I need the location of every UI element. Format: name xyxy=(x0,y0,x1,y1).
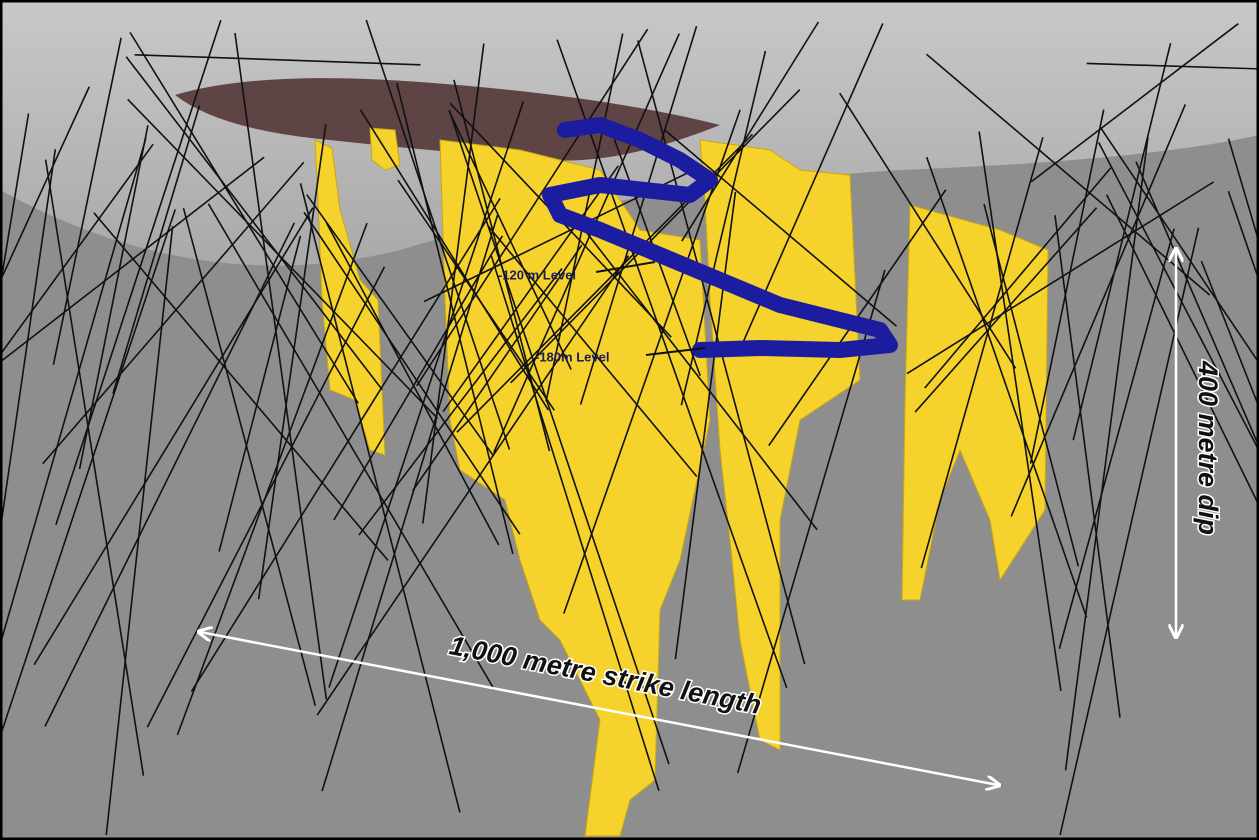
drill-hole xyxy=(303,211,521,535)
drill-hole xyxy=(0,86,90,284)
leader-line xyxy=(595,261,656,273)
drill-hole xyxy=(570,211,818,531)
drill-hole xyxy=(44,159,145,776)
drill-hole xyxy=(0,113,30,293)
drill-hole xyxy=(0,137,147,648)
drill-hole xyxy=(78,125,149,470)
drill-hole xyxy=(234,32,328,700)
leader-line xyxy=(645,347,706,356)
drill-hole xyxy=(1010,104,1187,517)
strike-arrow xyxy=(200,632,998,785)
drill-hole xyxy=(105,226,174,836)
drill-hole xyxy=(1227,191,1259,283)
drill-hole xyxy=(207,203,496,691)
drill-hole xyxy=(1054,215,1121,718)
level-label: -180m Level xyxy=(535,349,609,364)
drill-hole xyxy=(358,267,563,536)
drill-hole xyxy=(422,43,485,524)
drill-hole xyxy=(129,31,359,404)
drill-hole xyxy=(556,39,788,689)
drill-hole xyxy=(257,124,327,600)
dip-label: 400 metre dip xyxy=(1193,360,1223,535)
drill-hole xyxy=(365,19,511,450)
drill-hole xyxy=(325,222,500,546)
drill-hole xyxy=(182,208,317,707)
ore-body xyxy=(314,139,386,456)
drill-hole xyxy=(93,212,389,561)
drill-hole xyxy=(510,89,801,384)
drill-hole xyxy=(1064,136,1149,771)
ramp xyxy=(542,117,898,358)
drill-hole xyxy=(839,92,1017,369)
drill-hole xyxy=(579,26,698,405)
drill-hole xyxy=(925,53,1211,296)
drill-hole xyxy=(359,109,550,411)
drill-hole xyxy=(681,21,820,242)
drill-hole xyxy=(306,194,495,457)
drill-hole xyxy=(112,105,201,394)
drill-hole xyxy=(1072,43,1172,441)
drill-hole xyxy=(333,235,504,521)
drill-hole xyxy=(33,207,314,666)
drill-hole xyxy=(983,203,1080,567)
drill-hole xyxy=(328,100,525,688)
drill-hole xyxy=(920,136,1044,569)
drill-holes xyxy=(0,19,1259,836)
drill-hole xyxy=(134,53,421,66)
drill-hole xyxy=(55,19,222,526)
drill-hole xyxy=(1100,127,1259,365)
drill-hole xyxy=(492,33,680,453)
drill-hole xyxy=(924,167,1112,389)
drill-hole xyxy=(0,156,265,364)
pit xyxy=(175,78,720,161)
drill-hole xyxy=(52,37,122,365)
drill-hole xyxy=(1086,62,1259,70)
level-label: -120 m Level xyxy=(498,267,576,282)
drill-hole xyxy=(0,209,176,740)
drill-hole xyxy=(125,56,383,391)
drill-hole xyxy=(146,266,386,728)
drill-hole xyxy=(906,181,1215,375)
drill-hole xyxy=(396,82,514,555)
drill-hole xyxy=(442,165,619,413)
drill-hole xyxy=(663,128,897,327)
drill-hole xyxy=(415,28,649,387)
drill-hole xyxy=(925,156,1088,618)
drill-hole xyxy=(487,225,698,478)
drill-hole xyxy=(1058,228,1175,649)
drill-hole xyxy=(0,143,154,357)
drill-hole xyxy=(412,244,583,492)
drill-hole xyxy=(1030,23,1239,183)
drill-hole xyxy=(218,235,302,552)
drill-hole xyxy=(978,131,1062,692)
drill-hole xyxy=(1029,109,1105,464)
drill-hole xyxy=(190,197,501,692)
drill-hole xyxy=(674,191,737,660)
drill-hole xyxy=(1200,260,1259,410)
